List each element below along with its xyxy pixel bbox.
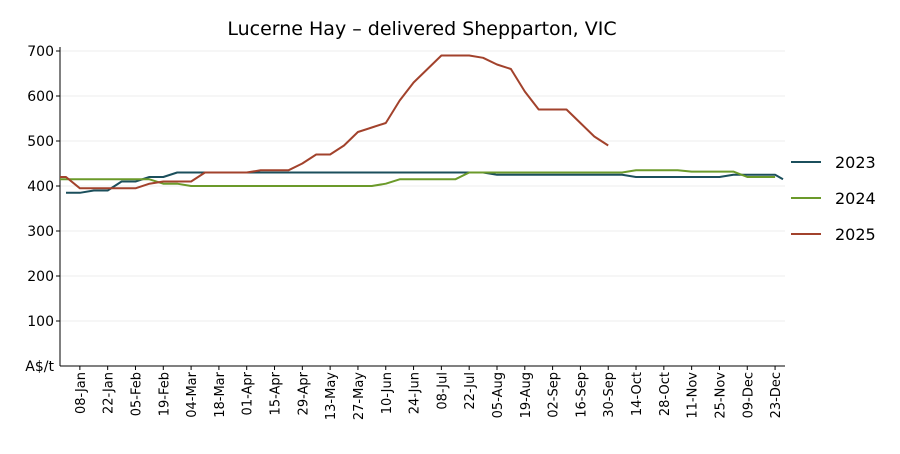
y-tick-label: 300	[27, 224, 54, 240]
x-tick-label: 14-Oct	[630, 372, 645, 416]
legend-label-2023: 2023	[835, 153, 876, 172]
x-tick-label: 09-Dec	[741, 372, 756, 418]
x-tick-label: 05-Aug	[491, 372, 506, 418]
y-tick-label: 200	[27, 269, 54, 285]
y-tick-label: 600	[27, 89, 54, 105]
legend-label-2025: 2025	[835, 225, 876, 244]
y-tick-label: 500	[27, 134, 54, 150]
x-tick-label: 08-Jan	[74, 372, 89, 414]
x-tick-label: 02-Sep	[547, 372, 562, 418]
x-tick-label: 23-Dec	[769, 372, 784, 418]
x-tick-label: 28-Oct	[658, 372, 673, 416]
series-line-2024	[60, 169, 776, 187]
y-axis-label: A$/t	[25, 359, 54, 375]
series-line-2025	[60, 54, 609, 190]
x-tick-label: 05-Feb	[129, 372, 144, 416]
chart-title: Lucerne Hay – delivered Shepparton, VIC	[227, 18, 616, 40]
y-tick-label: 700	[27, 44, 54, 60]
gridlines	[60, 50, 785, 322]
series-line-2023	[66, 171, 784, 194]
x-tick-label: 04-Mar	[185, 371, 200, 417]
legend: 2023 2024 2025	[791, 153, 876, 244]
x-tick-label: 29-Apr	[296, 371, 311, 415]
x-tick-label: 13-May	[324, 372, 339, 420]
x-tick-label: 15-Apr	[269, 371, 284, 415]
x-tick-label: 19-Aug	[519, 372, 534, 418]
x-tick-label: 22-Jul	[463, 372, 478, 410]
x-tick-label: 24-Jun	[408, 372, 423, 414]
x-tick-label: 18-Mar	[213, 371, 228, 417]
x-tick-label: 01-Apr	[241, 371, 256, 415]
x-tick-label: 22-Jan	[102, 372, 117, 414]
x-tick-label: 27-May	[352, 372, 367, 420]
y-tick-label: 100	[27, 314, 54, 330]
x-tick-label: 11-Nov	[686, 372, 701, 419]
x-tick-label: 10-Jun	[380, 372, 395, 414]
x-tick-label: 30-Sep	[602, 372, 617, 418]
series-lines	[60, 54, 784, 194]
x-tick-label: 19-Feb	[157, 372, 172, 416]
y-tick-label: 400	[27, 179, 54, 195]
x-tick-label: 08-Jul	[435, 372, 450, 410]
x-tick-label: 16-Sep	[574, 372, 589, 418]
x-tick-label: 25-Nov	[713, 372, 728, 419]
axes: 700 600 500 400 300 200 100 A$/t 08-Jan 22-Jan 05-…	[25, 44, 785, 420]
legend-label-2024: 2024	[835, 189, 876, 208]
